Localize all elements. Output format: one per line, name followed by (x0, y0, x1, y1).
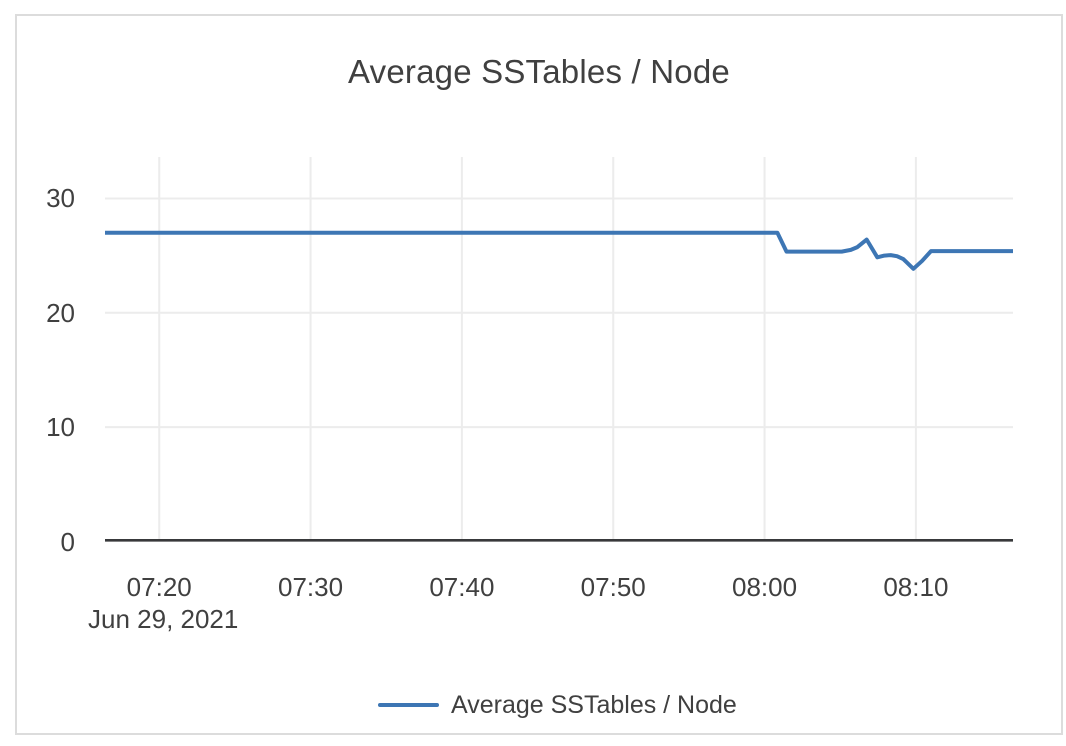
legend-line-swatch-icon (378, 703, 439, 707)
chart-plot-area (105, 157, 1013, 542)
legend-item[interactable]: Average SSTables / Node (378, 689, 737, 721)
chart-title: Average SSTables / Node (348, 53, 730, 90)
chart-card (15, 14, 1063, 735)
x-axis-date-label: Jun 29, 2021 (88, 604, 239, 634)
legend-label: Average SSTables / Node (451, 691, 737, 719)
line-series (105, 230, 1013, 271)
